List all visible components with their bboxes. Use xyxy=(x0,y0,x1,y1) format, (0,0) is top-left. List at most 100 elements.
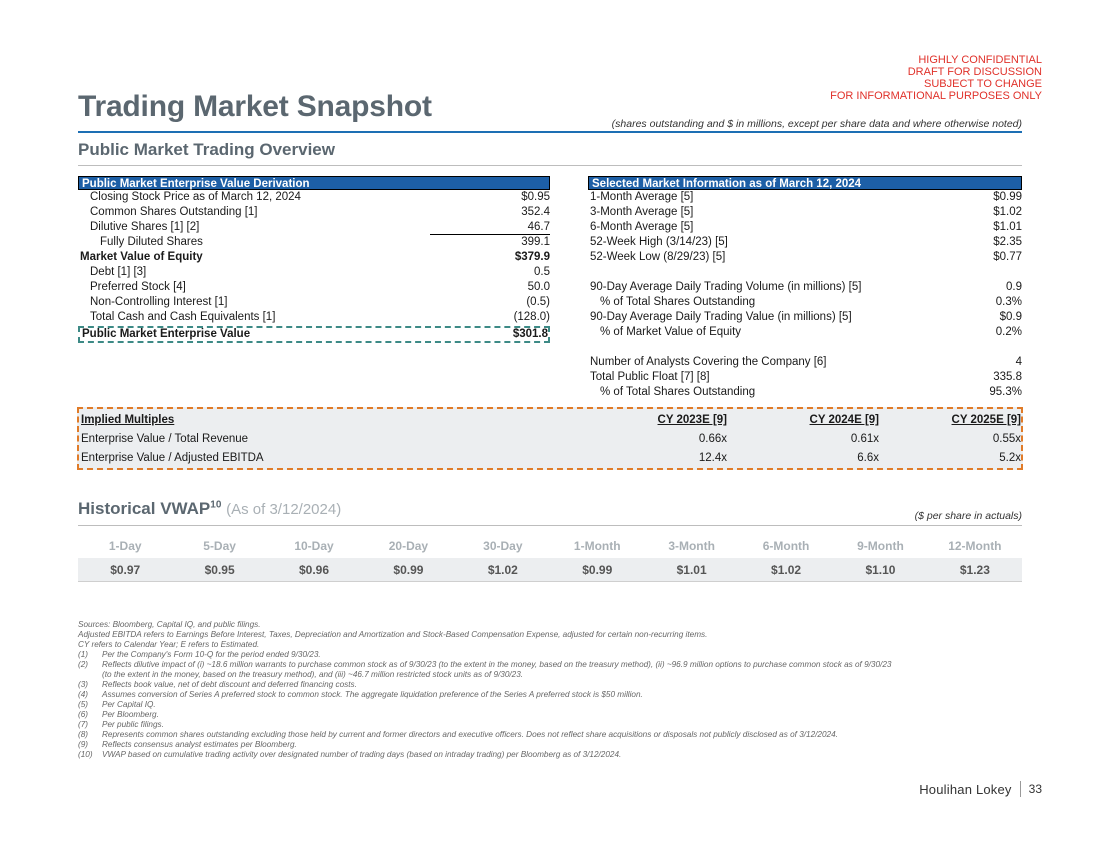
vwap-value: $0.99 xyxy=(393,563,424,577)
footnote: (4) Assumes conversion of Series A prefer… xyxy=(78,690,898,700)
enterprise-value-total-box: Public Market Enterprise Value $301.8 xyxy=(78,326,550,343)
row-value: 352.4 xyxy=(521,206,550,218)
panel-header: Selected Market Information as of March … xyxy=(588,176,1022,190)
title-divider xyxy=(78,131,1022,133)
vwap-period: 1-Month xyxy=(573,539,621,553)
footnote-number: (2) xyxy=(78,660,89,669)
row-label: Debt [1] [3] xyxy=(90,266,147,278)
row-value: 46.7 xyxy=(527,221,550,233)
row-label: Public Market Enterprise Value xyxy=(82,328,251,340)
footnote: (10) VWAP based on cumulative trading act… xyxy=(78,750,898,760)
vwap-table: 1-Day 5-Day 10-Day 20-Day 30-Day 1-Month… xyxy=(78,536,1022,582)
vwap-period: 5-Day xyxy=(203,539,236,553)
vwap-title: Historical VWAP10 (As of 3/12/2024) xyxy=(78,499,341,519)
page-title: Trading Market Snapshot xyxy=(78,90,432,123)
footnote-number: (6) xyxy=(78,710,89,719)
vwap-value-row: $0.97 $0.95 $0.96 $0.99 $1.02 $0.99 $1.0… xyxy=(78,558,1022,582)
vwap-period: 3-Month xyxy=(668,539,715,553)
row-value: 335.8 xyxy=(993,371,1022,383)
row-label: % of Total Shares Outstanding xyxy=(600,296,756,308)
vwap-period: 10-Day xyxy=(294,539,334,553)
footnote-number: (7) xyxy=(78,720,89,729)
enterprise-value-panel: Public Market Enterprise Value Derivatio… xyxy=(78,176,550,343)
row-label: % of Total Shares Outstanding xyxy=(600,386,756,398)
section-divider xyxy=(78,165,1022,166)
confidential-line: HIGHLY CONFIDENTIAL xyxy=(918,54,1042,66)
row-value: $0.99 xyxy=(993,191,1022,203)
row-label: Market Value of Equity xyxy=(80,251,203,263)
footnote: (6) Per Bloomberg. xyxy=(78,710,898,720)
footnote: (2) Reflects dilutive impact of (i) ~18.6… xyxy=(78,660,898,680)
footnote-text: Represents common shares outstanding exc… xyxy=(102,730,838,739)
row-label: Enterprise Value / Total Revenue xyxy=(81,433,249,445)
table-row: Closing Stock Price as of March 12, 2024… xyxy=(78,190,550,205)
row-label: % of Market Value of Equity xyxy=(600,326,742,338)
table-row: Market Value of Equity $379.9 xyxy=(78,250,550,265)
vwap-as-of: (As of 3/12/2024) xyxy=(226,501,342,518)
row-value: $301.8 xyxy=(512,328,548,340)
row-value: $2.35 xyxy=(993,236,1022,248)
footnote: (9) Reflects consensus analyst estimates … xyxy=(78,740,898,750)
row-value: 12.4x xyxy=(698,452,727,464)
row-value: 399.1 xyxy=(521,236,550,248)
subtotal-underline xyxy=(430,234,550,235)
multiples-column-header: CY 2025E [9] xyxy=(951,414,1021,426)
table-row: Debt [1] [3] 0.5 xyxy=(78,265,550,280)
vwap-value: $0.96 xyxy=(299,563,330,577)
spacer xyxy=(588,265,1022,280)
footnote: (1) Per the Company's Form 10-Q for the p… xyxy=(78,650,898,660)
table-row-total: Public Market Enterprise Value $301.8 xyxy=(80,328,548,341)
row-label: Enterprise Value / Adjusted EBITDA xyxy=(81,452,264,464)
vwap-value: $1.01 xyxy=(676,563,707,577)
row-label: Common Shares Outstanding [1] xyxy=(90,206,258,218)
footnote-number: (9) xyxy=(78,740,89,749)
multiples-column-header: CY 2024E [9] xyxy=(809,414,879,426)
multiples-header-label: Implied Multiples xyxy=(81,414,175,426)
row-label: Non-Controlling Interest [1] xyxy=(90,296,228,308)
brand-separator xyxy=(1019,781,1021,797)
table-row: Enterprise Value / Total Revenue 0.66x 0… xyxy=(79,430,1021,449)
row-label: 90-Day Average Daily Trading Value (in m… xyxy=(590,311,852,323)
table-row: 3-Month Average [5] $1.02 xyxy=(588,205,1022,220)
footnote-text: Per public filings. xyxy=(102,720,164,729)
vwap-value: $0.95 xyxy=(204,563,235,577)
footnote-text: VWAP based on cumulative trading activit… xyxy=(102,750,622,759)
row-value: 0.9 xyxy=(1006,281,1022,293)
vwap-period: 30-Day xyxy=(483,539,523,553)
row-value: 5.2x xyxy=(999,452,1021,464)
row-value: 0.61x xyxy=(850,433,879,445)
row-value: 0.66x xyxy=(698,433,727,445)
row-label: 52-Week Low (8/29/23) [5] xyxy=(590,251,726,263)
vwap-period: 20-Day xyxy=(388,539,429,553)
row-value: (128.0) xyxy=(513,311,550,323)
footnotes: Sources: Bloomberg, Capital IQ, and publ… xyxy=(78,620,898,760)
units-note: (shares outstanding and $ in millions, e… xyxy=(611,118,1022,130)
row-value: 0.55x xyxy=(992,433,1021,445)
row-value: $0.95 xyxy=(521,191,550,203)
footnote-text: Reflects dilutive impact of (i) ~18.6 mi… xyxy=(102,660,892,679)
page-number: 33 xyxy=(1028,782,1042,796)
row-value: 6.6x xyxy=(857,452,879,464)
row-label: Fully Diluted Shares xyxy=(100,236,203,248)
footnote-text: Assumes conversion of Series A preferred… xyxy=(102,690,643,699)
table-row: 52-Week High (3/14/23) [5] $2.35 xyxy=(588,235,1022,250)
confidential-banner: HIGHLY CONFIDENTIAL DRAFT FOR DISCUSSION… xyxy=(830,54,1042,102)
brand-footer: Houlihan Lokey 33 xyxy=(919,781,1042,797)
row-label: Number of Analysts Covering the Company … xyxy=(590,356,827,368)
company-logo: Houlihan Lokey xyxy=(919,781,1012,797)
table-row: Preferred Stock [4] 50.0 xyxy=(78,280,550,295)
table-row: Total Public Float [7] [8] 335.8 xyxy=(588,370,1022,385)
panel-header: Public Market Enterprise Value Derivatio… xyxy=(78,176,550,190)
footnote-number: (10) xyxy=(78,750,93,759)
vwap-period: 9-Month xyxy=(857,539,904,553)
confidential-line: FOR INFORMATIONAL PURPOSES ONLY xyxy=(830,90,1042,102)
row-value: 4 xyxy=(1015,356,1022,368)
footnote-text: Per Bloomberg. xyxy=(102,710,159,719)
table-row: Number of Analysts Covering the Company … xyxy=(588,355,1022,370)
footnote-number: (1) xyxy=(78,650,89,659)
row-value: 0.3% xyxy=(995,296,1022,308)
table-row: % of Total Shares Outstanding 0.3% xyxy=(588,295,1022,310)
footnote: (3) Reflects book value, net of debt disc… xyxy=(78,680,898,690)
table-row: Fully Diluted Shares 399.1 xyxy=(78,235,550,250)
vwap-value: $1.02 xyxy=(487,563,518,577)
